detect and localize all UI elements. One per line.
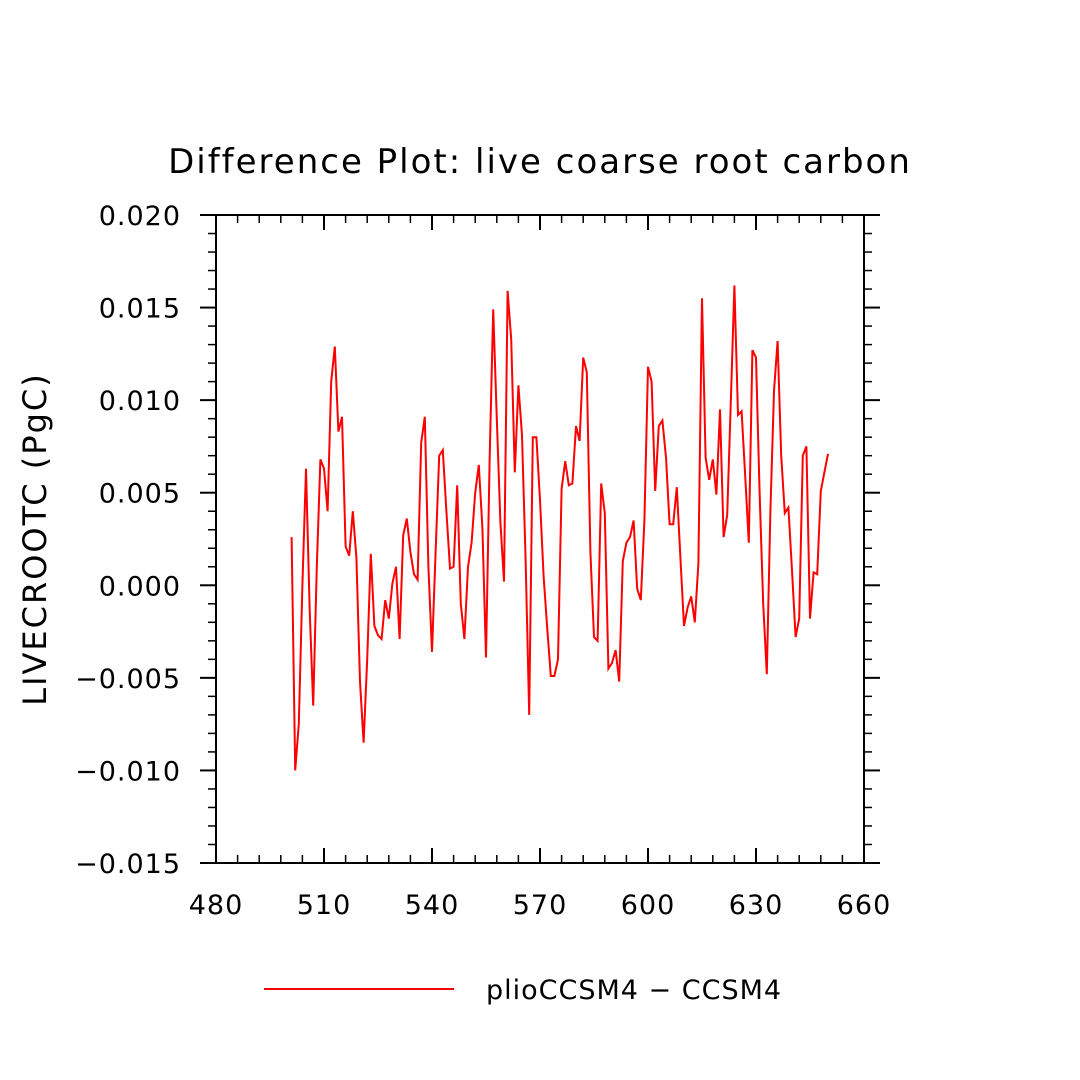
y-tick-label: 0.010 <box>99 386 181 417</box>
plot-frame <box>215 214 865 864</box>
legend: plioCCSM4 − CCSM4 <box>264 975 782 1006</box>
x-tick-label: 660 <box>837 890 892 921</box>
axis-ticks <box>200 214 880 864</box>
y-tick-label: 0.000 <box>99 571 181 602</box>
x-tick-label: 510 <box>297 890 352 921</box>
y-tick-label: −0.005 <box>75 664 181 695</box>
x-tick-label: 540 <box>405 890 460 921</box>
y-axis-label: LIVECROOTC (PgC) <box>16 372 54 705</box>
y-tick-label: 0.020 <box>99 201 181 232</box>
y-tick-label: −0.010 <box>75 756 181 787</box>
y-tick-label: −0.015 <box>75 849 181 880</box>
x-tick-label: 480 <box>189 890 244 921</box>
x-tick-label: 600 <box>621 890 676 921</box>
x-tick-label: 630 <box>729 890 784 921</box>
x-tick-labels: 480 510 540 570 600 630 660 <box>189 890 892 921</box>
y-tick-label: 0.005 <box>99 479 181 510</box>
y-tick-label: 0.015 <box>99 294 181 325</box>
y-tick-labels: −0.015 −0.010 −0.005 0.000 0.005 0.010 0.015 0.… <box>75 201 181 880</box>
x-tick-label: 570 <box>513 890 568 921</box>
chart-title: Difference Plot: live coarse root carbon <box>168 142 912 182</box>
legend-label: plioCCSM4 − CCSM4 <box>486 975 782 1006</box>
series-line-pliocssm4-minus-ccsm4 <box>290 285 829 771</box>
